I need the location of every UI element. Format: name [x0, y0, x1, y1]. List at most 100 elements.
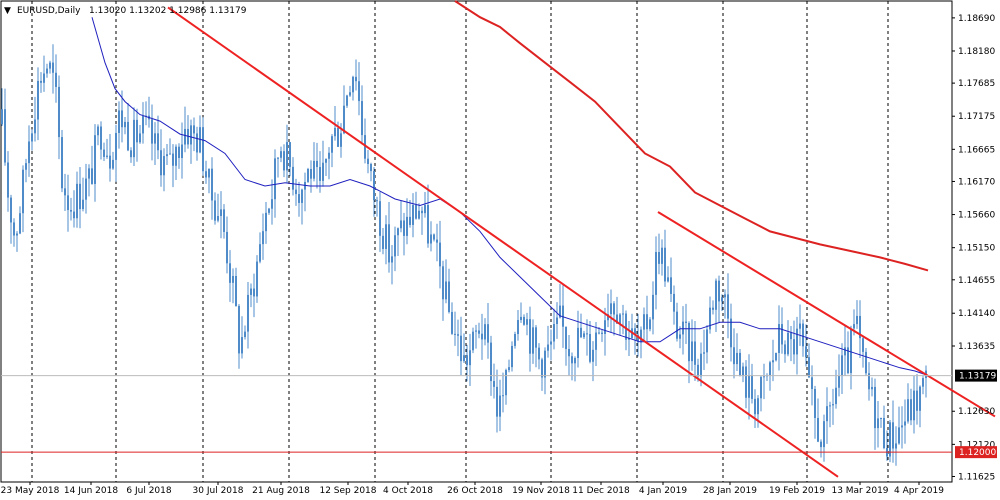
y-tick-label: 1.17175 [958, 112, 995, 122]
candle-body [787, 332, 789, 355]
candle-body [196, 133, 198, 153]
candle-body [913, 390, 915, 421]
trendline [167, 6, 839, 478]
candle-body [583, 333, 585, 338]
candle-body [799, 323, 801, 329]
candle-body [769, 362, 771, 376]
price-candles [1, 44, 927, 466]
candle-body [736, 352, 738, 365]
candle-body [316, 160, 318, 168]
candle-body [103, 149, 105, 157]
candle-body [796, 328, 798, 355]
candle-body [589, 334, 591, 362]
candle-body [595, 332, 597, 350]
candle-body [139, 133, 141, 143]
candle-body [67, 195, 69, 211]
candle-body [673, 293, 675, 312]
x-tick-label: 26 Oct 2018 [447, 486, 503, 496]
candle-body [70, 210, 72, 212]
y-tick-label: 1.14655 [958, 276, 995, 286]
candle-body [151, 119, 153, 144]
candle-body [409, 216, 411, 225]
candle-body [463, 355, 465, 362]
candle-body [94, 135, 96, 184]
candle-body [343, 105, 345, 134]
y-tick-label: 1.15150 [958, 244, 995, 254]
candle-body [202, 127, 204, 172]
candle-body [367, 158, 369, 164]
header-arrow-icon[interactable]: ▼ [4, 6, 11, 16]
candle-body [709, 307, 711, 330]
y-tick-label: 1.14140 [958, 309, 995, 319]
candle-body [49, 62, 51, 69]
candle-body [298, 194, 300, 203]
candle-body [322, 162, 324, 181]
candle-body [526, 319, 528, 325]
candle-body [811, 377, 813, 389]
candle-body [907, 399, 909, 422]
candle-body [577, 327, 579, 358]
candle-body [91, 168, 93, 184]
candle-body [439, 242, 441, 267]
candle-body [919, 386, 921, 411]
candle-body [331, 136, 333, 153]
candle-body [319, 167, 321, 181]
candle-body [217, 216, 219, 221]
y-tick-label: 1.15660 [958, 211, 995, 221]
y-tick-label: 1.12630 [958, 407, 995, 417]
candle-body [823, 421, 825, 448]
candle-body [190, 125, 192, 145]
candle-body [688, 322, 690, 362]
candle-body [622, 313, 624, 315]
candle-body [22, 169, 24, 214]
candle-body [184, 128, 186, 145]
candle-body [757, 398, 759, 415]
candle-body [844, 347, 846, 356]
candle-body [760, 376, 762, 399]
candle-body [247, 294, 249, 332]
y-tick-label: 1.16665 [958, 145, 995, 155]
candle-body [745, 366, 747, 398]
candle-body [442, 266, 444, 300]
candle-body [334, 127, 336, 137]
candle-body [7, 162, 9, 198]
candle-body [118, 110, 120, 133]
candle-body [598, 332, 600, 334]
candle-body [214, 200, 216, 221]
candle-body [547, 344, 549, 351]
candle-body [628, 338, 630, 340]
candle-body [694, 341, 696, 365]
candle-body [265, 212, 267, 232]
candle-body [13, 222, 15, 236]
x-tick-label: 23 May 2018 [1, 486, 60, 496]
candle-body [877, 418, 879, 429]
candle-body [172, 153, 174, 166]
candle-body [364, 135, 366, 159]
candle-body [208, 168, 210, 178]
candle-body [286, 142, 288, 171]
candle-body [280, 151, 282, 158]
candle-body [400, 220, 402, 229]
candle-body [412, 204, 414, 225]
candle-body [340, 133, 342, 147]
candle-body [448, 281, 450, 312]
candle-body [424, 205, 426, 214]
candle-body [259, 244, 261, 262]
candle-body [487, 324, 489, 343]
candle-body [4, 109, 6, 163]
candle-body [808, 357, 810, 378]
candle-body [703, 352, 705, 354]
candle-body [379, 201, 381, 236]
x-tick-label: 6 Jul 2018 [126, 486, 171, 496]
y-tick-label: 1.17685 [958, 79, 995, 89]
candle-body [88, 168, 90, 179]
candle-body [826, 406, 828, 422]
candle-body [685, 321, 687, 323]
candle-body [580, 327, 582, 338]
candle-body [490, 342, 492, 382]
candle-body [496, 386, 498, 417]
candle-body [625, 313, 627, 340]
candle-body [28, 141, 30, 164]
x-tick-label: 14 Jun 2018 [64, 486, 118, 496]
candle-body [853, 324, 855, 329]
